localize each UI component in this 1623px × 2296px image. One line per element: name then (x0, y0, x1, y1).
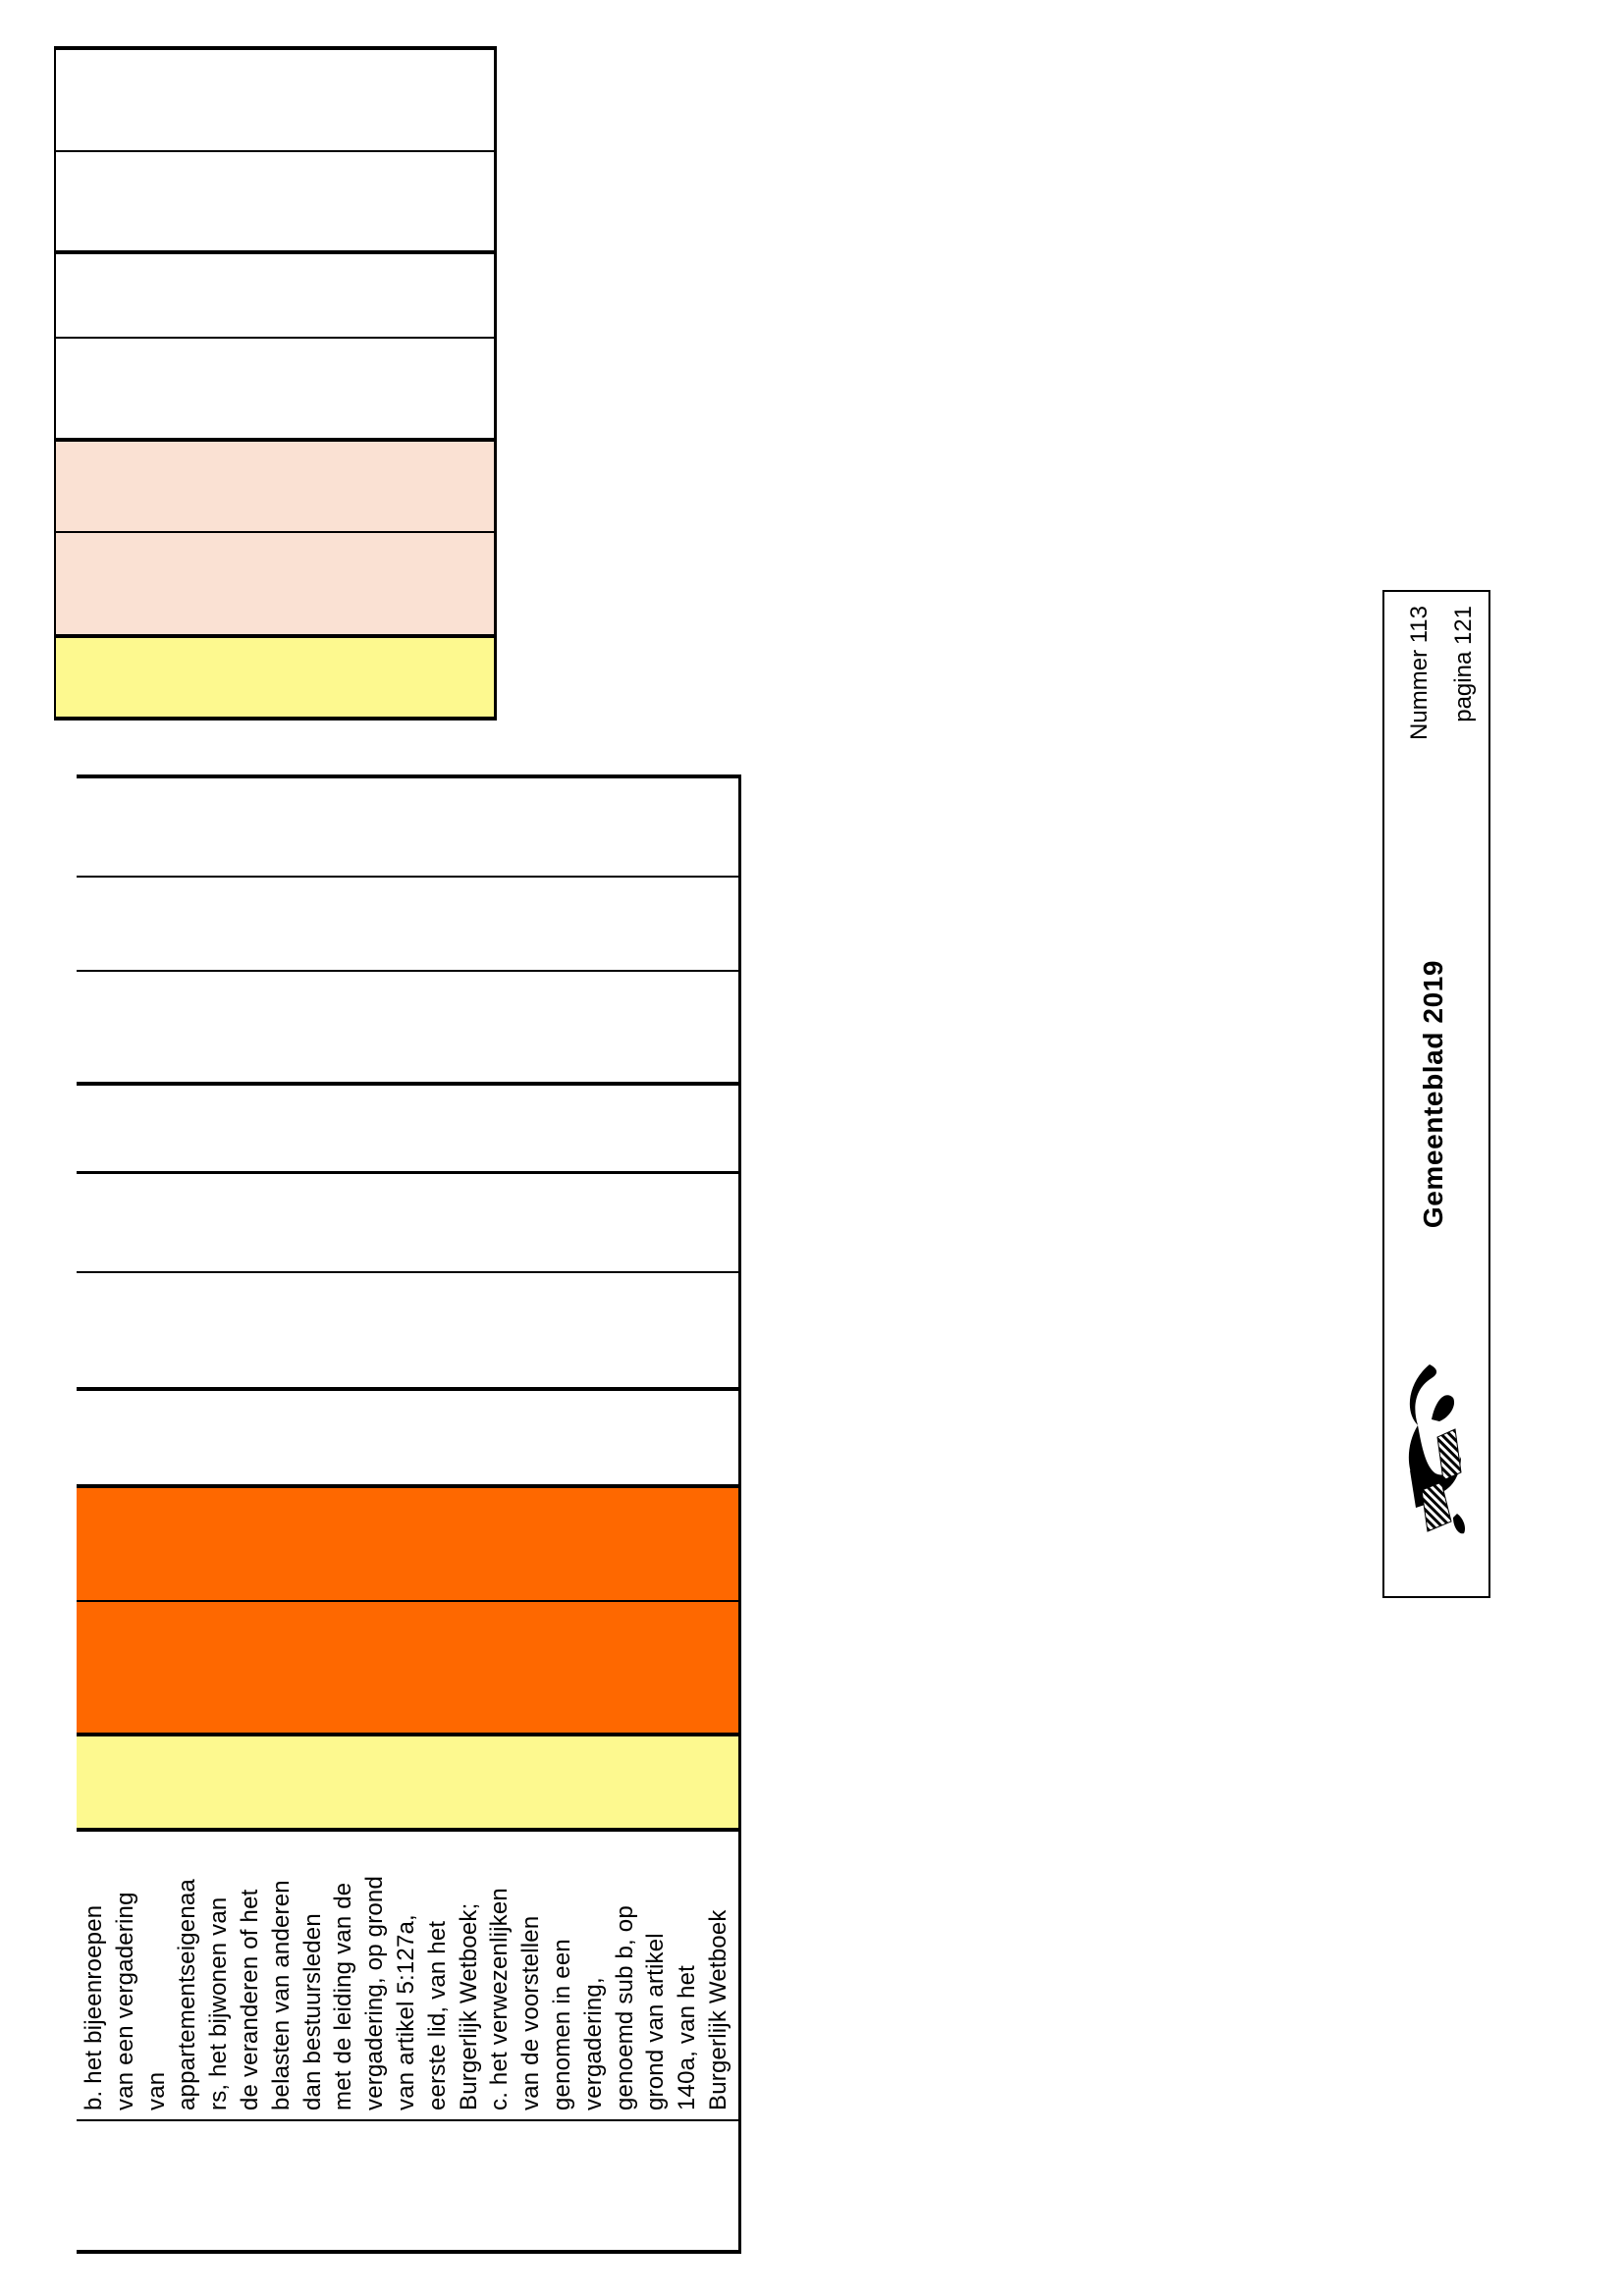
gazette-title: Gemeenteblad 2019 (1418, 959, 1448, 1229)
table-band-white (56, 250, 494, 337)
text-line: Burgerlijk Wetboek (704, 1909, 731, 2110)
table-band-white (77, 970, 738, 1082)
text-line: rs, het bijwonen van (205, 1896, 233, 2110)
table-band-white (56, 150, 494, 250)
text-line: 140a, van het (674, 1964, 701, 2110)
table-band-orange (77, 1484, 738, 1600)
text-line: c. het verwezenlijken (486, 1888, 514, 2110)
issue-number: Nummer 113 (1406, 606, 1433, 740)
table-band-white (77, 1082, 738, 1171)
table-band-yellow (77, 1733, 738, 1828)
page-number: pagina 121 (1450, 606, 1477, 722)
table-band-white (56, 50, 494, 150)
table-band-white (77, 2119, 738, 2250)
text-line: van een vergadering (111, 1892, 138, 2110)
text-line: dan bestuursleden (298, 1913, 326, 2110)
table-band-white (77, 1271, 738, 1387)
text-line: genoemd sub b, op (611, 1905, 638, 2110)
table-band-pink (56, 438, 494, 531)
text-line: vergadering, op grond (361, 1875, 389, 2110)
table-band-pink (56, 531, 494, 634)
text-line: eerste lid, van het (423, 1920, 451, 2110)
table-cell-text: b. het bijeenroepen van een vergadering va… (59, 1824, 742, 2110)
table-band-white (56, 337, 494, 438)
text-line: Burgerlijk Wetboek; (455, 1902, 482, 2110)
table-band-white (77, 1171, 738, 1271)
text-line: genomen in een (548, 1939, 575, 2110)
table-bottom (77, 774, 741, 2254)
text-line: van de voorstellen (517, 1915, 545, 2110)
table-band-white (77, 876, 738, 970)
text-line: van artikel 5:127a, (392, 1914, 419, 2110)
table-band-yellow (56, 634, 494, 717)
text-line: appartementseigenaa (174, 1879, 201, 2110)
table-band-white (77, 1387, 738, 1484)
table-band-orange (77, 1600, 738, 1733)
issue-and-page: Nummer 113 pagina 121 (1397, 606, 1486, 740)
table-top (54, 46, 497, 721)
text-line: de veranderen of het (236, 1889, 263, 2111)
text-line: vergadering, (579, 1977, 607, 2110)
text-line: met de leiding van de (330, 1882, 357, 2110)
text-line: van (142, 2071, 170, 2110)
heraldic-lion-logo (1408, 1364, 1466, 1534)
text-line: grond van artikel (642, 1933, 670, 2110)
text-line: belasten van anderen (267, 1880, 295, 2110)
table-band-white (77, 1828, 738, 2119)
page-footer-bar: Gemeenteblad 2019 Nummer 113 pagina 121 (1382, 590, 1490, 1598)
text-line: b. het bijeenroepen (81, 1904, 107, 2110)
table-band-white (77, 778, 738, 876)
